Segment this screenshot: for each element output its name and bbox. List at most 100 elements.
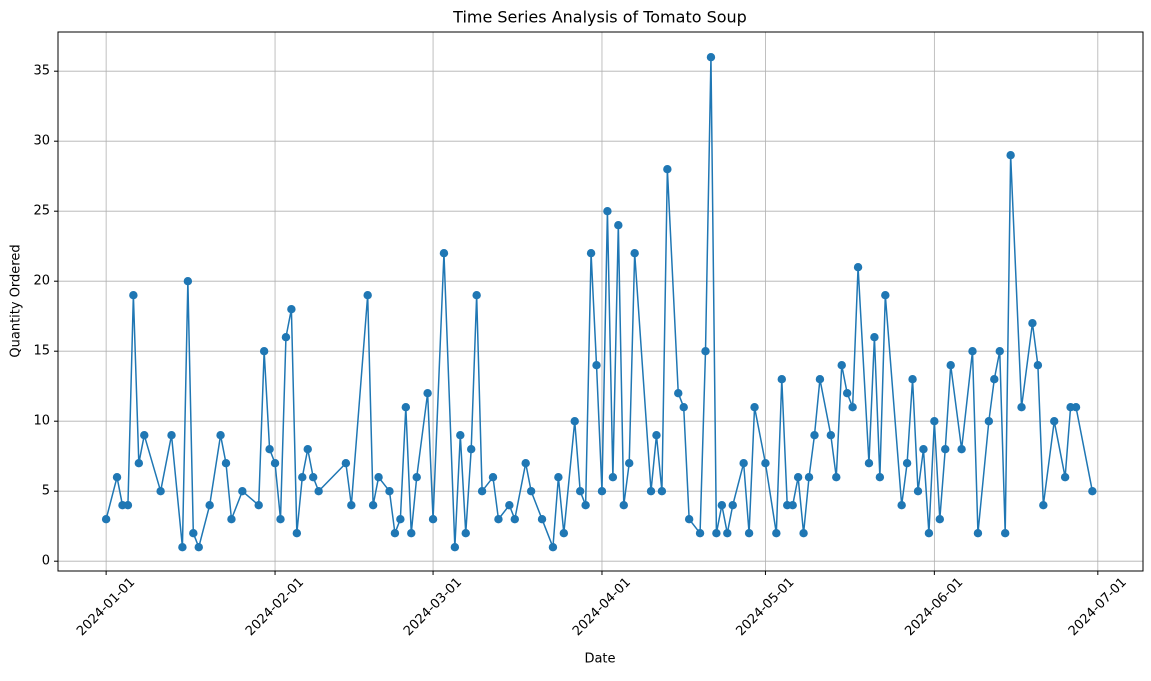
point <box>303 445 312 454</box>
point <box>526 487 536 496</box>
point <box>935 515 945 524</box>
point <box>189 529 198 538</box>
point <box>1060 473 1070 482</box>
point <box>101 515 111 524</box>
point <box>423 389 432 398</box>
point <box>112 473 122 482</box>
y-axis-label: Quantity Ordered <box>9 244 24 357</box>
point <box>608 473 618 482</box>
point <box>407 529 416 538</box>
point <box>832 473 841 482</box>
point <box>227 515 236 524</box>
y-tick-label: 0 <box>42 554 50 569</box>
point <box>461 529 470 538</box>
point <box>995 347 1004 356</box>
point <box>842 389 852 398</box>
point <box>1050 417 1059 426</box>
point <box>646 487 656 496</box>
y-tick-label: 25 <box>33 204 50 219</box>
y-tick-label: 5 <box>42 484 50 499</box>
point <box>363 291 372 300</box>
point <box>129 291 138 300</box>
point <box>815 375 825 384</box>
x-tick-label: 2024-02-01 <box>243 575 307 639</box>
point <box>701 347 710 356</box>
y-tick-label: 35 <box>33 64 50 79</box>
point <box>957 445 966 454</box>
point <box>941 445 950 454</box>
point <box>630 249 639 258</box>
point <box>575 487 585 496</box>
point <box>603 207 612 216</box>
point <box>287 305 296 314</box>
point <box>292 529 302 538</box>
point <box>614 221 623 230</box>
point <box>592 361 601 370</box>
point <box>1071 403 1081 412</box>
point <box>853 263 863 272</box>
point <box>684 515 694 524</box>
point <box>706 53 716 62</box>
point <box>167 431 176 440</box>
point <box>881 291 890 300</box>
point <box>728 501 737 510</box>
point <box>652 431 661 440</box>
point <box>385 487 394 496</box>
point <box>864 459 874 468</box>
point <box>510 515 519 524</box>
point <box>439 249 449 258</box>
point <box>875 473 885 482</box>
point <box>897 501 906 510</box>
point <box>183 277 193 286</box>
point <box>810 431 819 440</box>
point <box>1039 501 1048 510</box>
y-tick-label: 30 <box>33 134 50 149</box>
point <box>919 445 928 454</box>
y-tick-label: 20 <box>33 274 50 289</box>
x-tick-label: 2024-06-01 <box>902 575 966 639</box>
point <box>559 529 569 538</box>
point <box>156 487 165 496</box>
point <box>281 333 291 342</box>
point <box>472 291 481 300</box>
point <box>140 431 149 440</box>
point <box>276 515 285 524</box>
point <box>1033 361 1043 370</box>
point <box>570 417 579 426</box>
point <box>374 473 383 482</box>
point <box>194 543 203 552</box>
point <box>537 515 547 524</box>
point <box>597 487 607 496</box>
point <box>505 501 514 510</box>
line <box>105 57 1094 550</box>
plot-frame <box>57 31 1144 572</box>
point <box>488 473 498 482</box>
point <box>744 529 754 538</box>
point <box>428 515 438 524</box>
point <box>712 529 721 538</box>
point <box>1006 151 1015 160</box>
y-tick-label: 15 <box>33 344 50 359</box>
point <box>314 487 323 496</box>
point <box>657 487 667 496</box>
point <box>788 501 797 510</box>
point <box>973 529 983 538</box>
point <box>1088 487 1097 496</box>
point <box>586 249 596 258</box>
x-tick-label: 2024-05-01 <box>733 575 797 639</box>
point <box>450 543 460 552</box>
x-tick-label: 2024-03-01 <box>401 575 465 639</box>
point <box>259 347 269 356</box>
x-axis-label: Date <box>584 652 615 667</box>
chart-title: Time Series Analysis of Tomato Soup <box>452 8 747 27</box>
x-tick-label: 2024-01-01 <box>74 575 138 639</box>
point <box>902 459 912 468</box>
point <box>799 529 808 538</box>
point <box>625 459 634 468</box>
point <box>777 375 786 384</box>
point <box>826 431 836 440</box>
point <box>717 501 727 510</box>
point <box>990 375 999 384</box>
x-tick-label: 2024-07-01 <box>1066 575 1130 639</box>
